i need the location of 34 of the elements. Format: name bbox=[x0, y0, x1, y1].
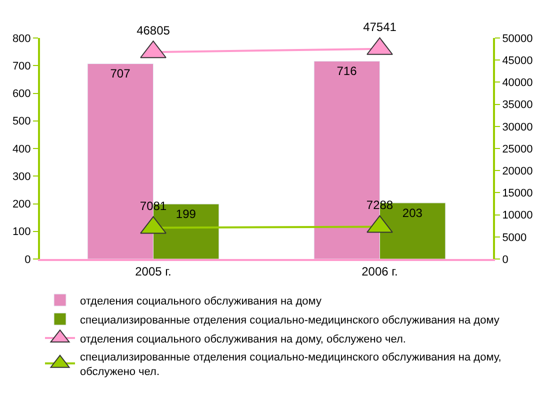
y2-tick-label: 35000 bbox=[502, 99, 533, 112]
y-tick-label: 300 bbox=[12, 170, 31, 183]
y-tick-label: 600 bbox=[12, 88, 31, 100]
y2-tick-label: 5000 bbox=[502, 232, 527, 244]
x-tick-label: 2006 г. bbox=[362, 264, 398, 278]
y2-tick-label: 45000 bbox=[502, 54, 533, 67]
y2-tick-label: 20000 bbox=[502, 165, 533, 178]
legend-label: отделения социального обслуживания на дому bbox=[80, 295, 322, 308]
data-label: 707 bbox=[110, 66, 131, 81]
y-tick-label: 200 bbox=[12, 198, 31, 211]
data-label: 199 bbox=[176, 207, 196, 222]
y2-tick-label: 10000 bbox=[502, 210, 533, 222]
legend-label: отделения социального обслуживания на дому, обслужено чел. bbox=[80, 333, 406, 346]
y-tick-label: 400 bbox=[12, 143, 31, 156]
y-tick-label: 700 bbox=[12, 60, 31, 72]
y2-tick-label: 0 bbox=[502, 254, 508, 266]
data-label: 7288 bbox=[366, 198, 394, 212]
x-tick-label: 2005 г. bbox=[135, 264, 172, 278]
y-tick-label: 0 bbox=[24, 254, 31, 266]
y-tick-label: 100 bbox=[12, 226, 31, 238]
y2-tick-label: 40000 bbox=[502, 77, 533, 90]
y-tick-label: 800 bbox=[12, 32, 31, 45]
y2-tick-label: 50000 bbox=[502, 32, 533, 45]
data-label: 716 bbox=[336, 64, 358, 78]
legend-label: специализированные отделения социально-медицинского обслуживания на дому, обслужено чел. bbox=[80, 351, 502, 378]
y-tick-label: 500 bbox=[12, 116, 31, 128]
data-label: 47541 bbox=[363, 20, 397, 34]
data-label: 203 bbox=[402, 206, 423, 220]
y2-tick-label: 30000 bbox=[502, 121, 533, 134]
data-label: 46805 bbox=[136, 23, 170, 38]
y2-tick-label: 25000 bbox=[502, 143, 533, 156]
data-label: 7081 bbox=[140, 198, 167, 213]
legend-label: специализированные отделения социально-медицинского обслуживания на дому bbox=[80, 314, 500, 326]
y2-tick-label: 15000 bbox=[502, 188, 533, 200]
